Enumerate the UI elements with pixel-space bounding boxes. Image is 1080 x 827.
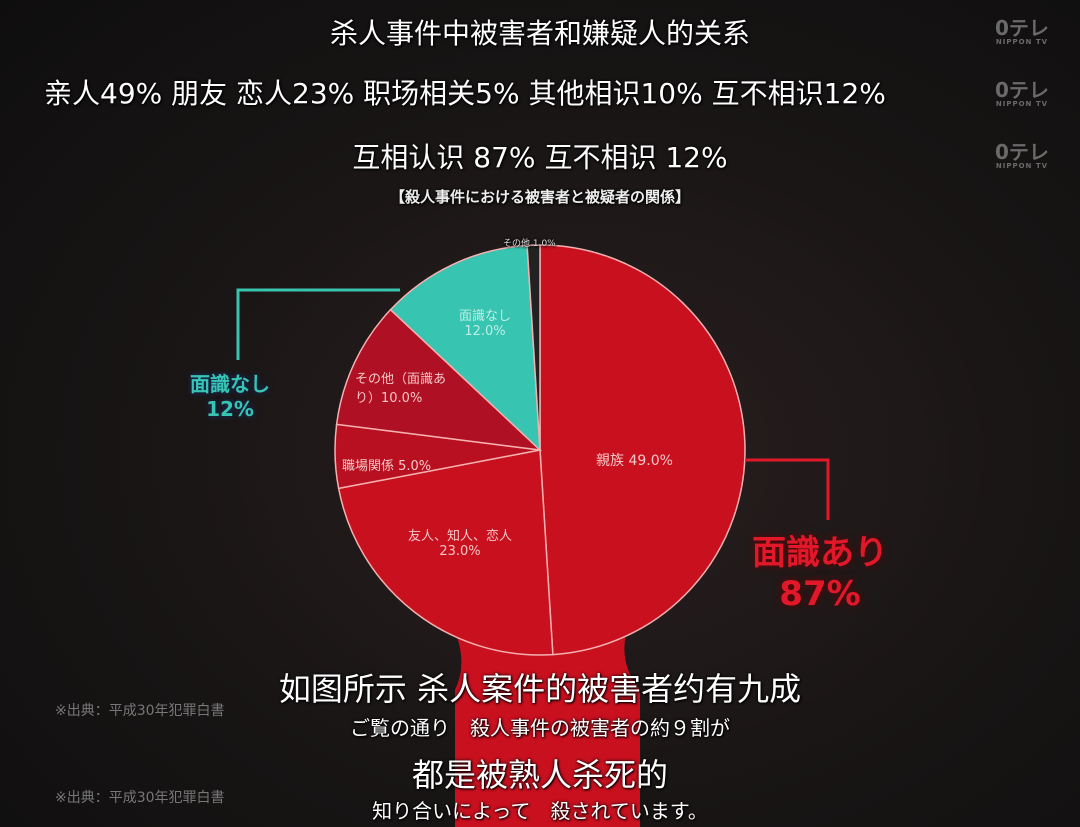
source-note: ※出典：平成30年犯罪白書 [55, 790, 225, 806]
nippon-tv-logo: 0テレ NIPPON TV [995, 140, 1049, 170]
slice-label-family: 親族 49.0% [596, 453, 673, 469]
balloon-stem [450, 620, 640, 827]
subtitle-top-1: 杀人事件中被害者和嫌疑人的关系 [329, 17, 750, 50]
group-bracket-teal [236, 288, 400, 360]
slice-label-other-1: その他 1.0% [503, 239, 556, 249]
slice-label-friends: 友人、知人、恋人23.0% [407, 529, 512, 559]
pie-slice [526, 244, 541, 451]
pie-slice [539, 244, 746, 656]
pie-slice [335, 308, 543, 452]
slice-label-other-acquaintance: その他（面識あり）10.0% [355, 372, 447, 406]
pie-slice [389, 244, 541, 452]
subtitle-jp-1: ご覧の通り 殺人事件の被害者の約９割が [350, 716, 730, 740]
nippon-tv-logo: 0テレ NIPPON TV [995, 16, 1049, 46]
subtitle-top-2: 亲人49% 朋友 恋人23% 职场相关5% 其他相识10% 互不相识12% [44, 77, 886, 110]
nippon-tv-logo: 0テレ NIPPON TV [995, 78, 1049, 108]
group-label-no-acquaintance: 面識なし 12% [190, 372, 270, 421]
source-note: ※出典：平成30年犯罪白書 [55, 703, 225, 719]
subtitle-cn-2: 都是被熟人杀死的 [411, 756, 668, 794]
pie-slice [337, 449, 554, 656]
group-bracket-red [745, 458, 830, 520]
slice-label-no-acquaintance: 面識なし 12.0% [458, 309, 511, 339]
chart-title: 【殺人事件における被害者と被疑者の関係】 [389, 188, 690, 206]
subtitle-cn-1: 如图所示 杀人案件的被害者约有九成 [278, 670, 802, 708]
subtitle-jp-2: 知り合いによって 殺されています。 [372, 799, 708, 823]
subtitle-top-3: 互相认识 87% 互不相识 12% [352, 141, 728, 174]
slice-label-workplace: 職場関係 5.0% [342, 459, 432, 474]
group-label-acquaintance: 面識あり 87% [752, 533, 888, 614]
